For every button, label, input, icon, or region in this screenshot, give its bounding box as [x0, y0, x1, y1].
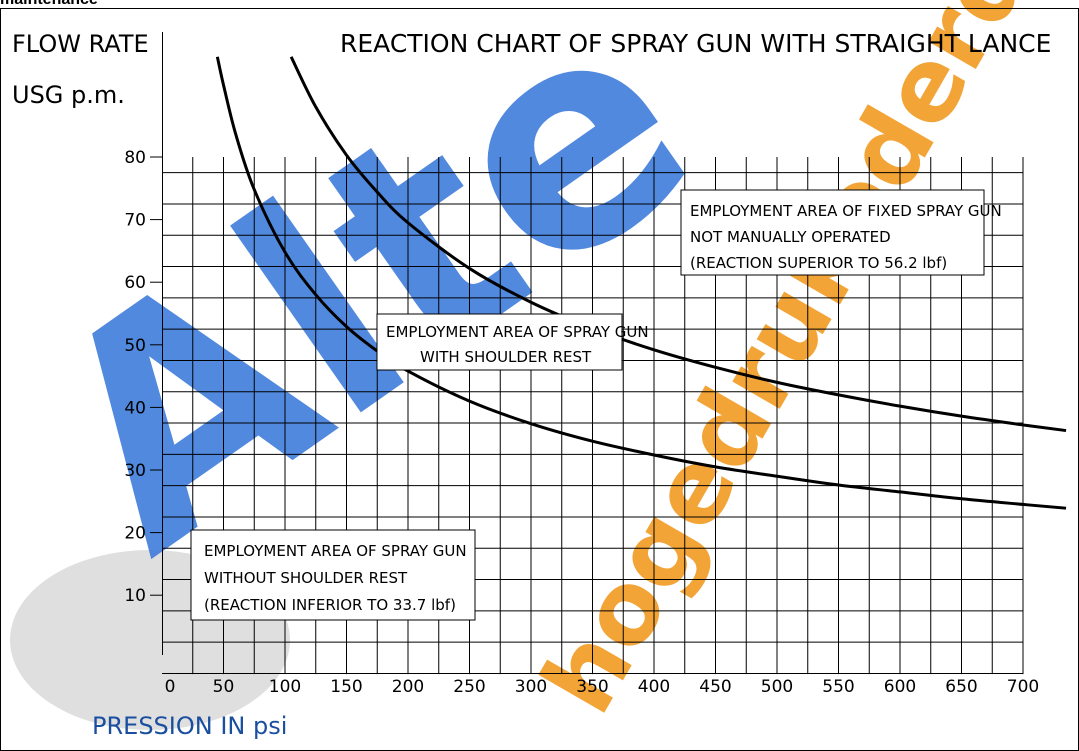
page-heading: maintenance: [0, 0, 98, 9]
annotation-shoulder-rest-line1: EMPLOYMENT AREA OF SPRAY GUN: [386, 323, 649, 341]
y-tick-labels: 10 20 30 40 50 60 70 80: [124, 148, 162, 606]
x-tick-label: 600: [884, 677, 916, 697]
annotation-shoulder-rest: EMPLOYMENT AREA OF SPRAY GUN WITH SHOULD…: [376, 313, 649, 371]
annotation-fixed-gun-box: [680, 189, 985, 276]
y-tick-label: 70: [124, 211, 146, 231]
chart-title: REACTION CHART OF SPRAY GUN WITH STRAIGH…: [340, 29, 1051, 58]
annotation-shoulder-rest-line2: WITH SHOULDER REST: [420, 348, 592, 366]
x-tick-label: 700: [1007, 677, 1039, 697]
y-tick-label: 50: [124, 336, 146, 356]
annotation-fixed-gun-line2: NOT MANUALLY OPERATED: [690, 228, 891, 246]
y-axis-label-line1: FLOW RATE: [12, 30, 149, 58]
annotation-no-shoulder-rest-line1: EMPLOYMENT AREA OF SPRAY GUN: [204, 542, 467, 560]
x-tick-label: 400: [638, 677, 670, 697]
x-tick-label: 300: [515, 677, 547, 697]
x-tick-label: 500: [761, 677, 793, 697]
y-tick-label: 30: [124, 461, 146, 481]
y-tick-label: 60: [124, 273, 146, 293]
x-tick-label: 450: [699, 677, 731, 697]
x-tick-label: 150: [330, 677, 362, 697]
annotation-no-shoulder-rest: EMPLOYMENT AREA OF SPRAY GUN WITHOUT SHO…: [190, 529, 476, 621]
y-axis-label-line2: USG p.m.: [12, 81, 125, 109]
reaction-curve-33.7-lbf: [215, 56, 1067, 510]
x-tick-label: 650: [945, 677, 977, 697]
annotation-shoulder-rest-box: [376, 313, 623, 371]
x-tick-label: 250: [453, 677, 485, 697]
y-tick-label: 10: [124, 586, 146, 606]
y-tick-label: 80: [124, 148, 146, 168]
y-tick-label: 20: [124, 524, 146, 544]
x-tick-label: 0: [165, 677, 176, 697]
annotation-no-shoulder-rest-line3: (REACTION INFERIOR TO 33.7 lbf): [204, 596, 456, 614]
annotation-no-shoulder-rest-box: [190, 529, 476, 621]
x-tick-label: 50: [213, 677, 235, 697]
x-tick-label: 200: [392, 677, 424, 697]
x-tick-label: 550: [822, 677, 854, 697]
annotation-fixed-gun-line1: EMPLOYMENT AREA OF FIXED SPRAY GUN: [690, 202, 1002, 220]
x-tick-labels: 0 50 100 150 200 250 300 350 400 450 500 550 600 650 7…: [165, 677, 1040, 697]
annotation-no-shoulder-rest-line2: WITHOUT SHOULDER REST: [204, 569, 408, 587]
annotation-fixed-gun: EMPLOYMENT AREA OF FIXED SPRAY GUN NOT M…: [680, 189, 1002, 276]
x-axis-label: PRESSION IN psi: [92, 712, 287, 740]
x-tick-label: 100: [269, 677, 301, 697]
y-tick-label: 40: [124, 398, 146, 418]
annotation-fixed-gun-line3: (REACTION SUPERIOR TO 56.2 lbf): [690, 254, 947, 272]
x-tick-label: 350: [576, 677, 608, 697]
